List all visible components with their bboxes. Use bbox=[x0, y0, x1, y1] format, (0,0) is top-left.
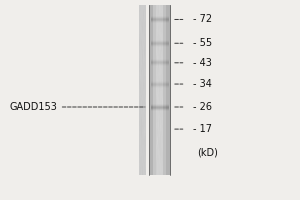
Text: - 26: - 26 bbox=[193, 102, 212, 112]
Text: GADD153: GADD153 bbox=[10, 102, 58, 112]
Text: - 17: - 17 bbox=[193, 124, 212, 134]
Text: - 34: - 34 bbox=[193, 79, 212, 89]
Text: - 72: - 72 bbox=[193, 14, 212, 24]
Text: - 55: - 55 bbox=[193, 38, 212, 48]
Text: - 43: - 43 bbox=[193, 58, 212, 68]
Text: (kD): (kD) bbox=[197, 148, 218, 158]
